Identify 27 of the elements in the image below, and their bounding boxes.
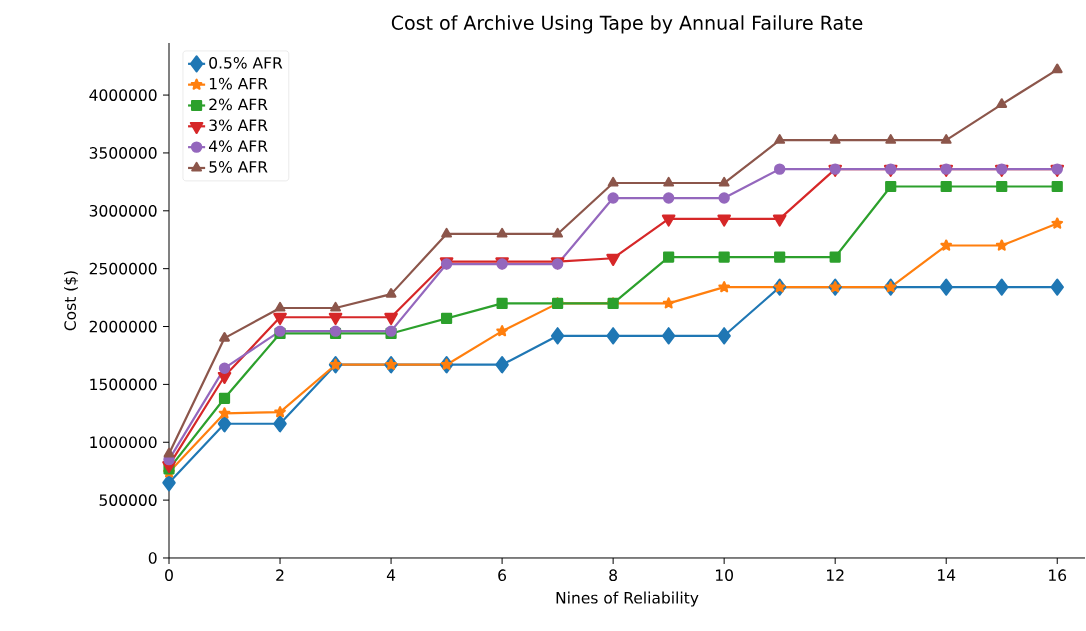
x-tick-label: 12: [827, 569, 844, 581]
y-tick-label: 4000000: [89, 89, 157, 101]
x-tick-label: 8: [609, 569, 617, 582]
y-axis-title: Cost ($): [64, 271, 79, 331]
x-axis-title: Nines of Reliability: [556, 591, 699, 607]
y-tick-label: 3000000: [89, 204, 157, 217]
y-tick-label: 2000000: [89, 320, 157, 333]
chart-title: Cost of Archive Using Tape by Annual Failure Rate: [391, 15, 863, 34]
legend-label: 4% AFR: [208, 140, 268, 152]
y-tick-label: 500000: [99, 494, 157, 506]
legend-label: 0.5% AFR: [209, 56, 283, 69]
y-tick-label: 0: [148, 552, 157, 564]
y-tick-label: 1500000: [90, 378, 157, 391]
x-tick-label: 6: [498, 569, 507, 582]
x-tick-label: 14: [938, 569, 956, 581]
y-tick-label: 2500000: [89, 262, 157, 275]
legend-label: 1% AFR: [209, 77, 268, 90]
y-tick-label: 1000000: [90, 436, 157, 449]
x-tick-label: 4: [386, 569, 396, 581]
x-tick-label: 10: [716, 569, 733, 582]
x-tick-label: 2: [276, 569, 284, 581]
y-tick-label: 3500000: [89, 147, 157, 159]
legend-label: 5% AFR: [209, 161, 268, 173]
x-tick-label: 16: [1049, 569, 1067, 582]
legend-label: 2% AFR: [209, 98, 268, 111]
x-tick-label: 0: [165, 569, 173, 582]
legend-label: 3% AFR: [209, 119, 268, 132]
